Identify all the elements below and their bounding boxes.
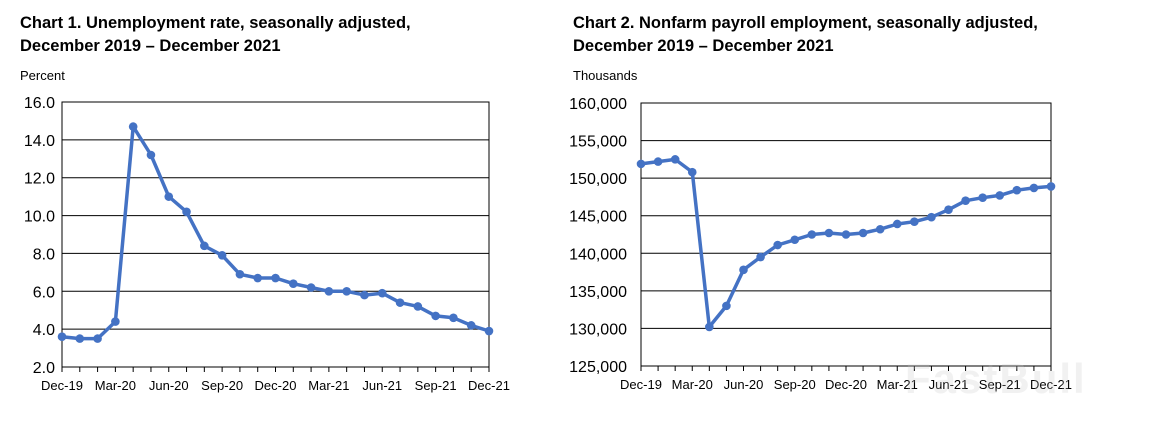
chart1-data-point bbox=[431, 311, 440, 321]
chart1-data-point bbox=[306, 283, 316, 292]
chart2-ytick-label: 160,000 bbox=[569, 96, 627, 113]
chart1-ytick-label: 4.0 bbox=[33, 322, 55, 339]
chart2-ytick-label: 140,000 bbox=[569, 246, 627, 263]
chart2-ytick-label: 135,000 bbox=[569, 284, 627, 301]
chart1-data-point bbox=[235, 269, 245, 279]
chart1-title: Chart 1. Unemployment rate, seasonally a… bbox=[20, 12, 411, 58]
chart2-data-point bbox=[1046, 182, 1056, 191]
chart1-data-point bbox=[128, 122, 138, 131]
chart2-data-point bbox=[927, 212, 936, 222]
chart1-data-point bbox=[324, 286, 334, 296]
chart1-data-point bbox=[217, 251, 227, 260]
chart1-ytick-label: 6.0 bbox=[33, 284, 55, 301]
chart1-plot-area bbox=[61, 101, 490, 368]
chart1-data-point bbox=[200, 241, 209, 251]
chart1-data-point bbox=[342, 286, 351, 296]
chart2-data-point bbox=[790, 235, 800, 245]
chart1-ytick-label: 14.0 bbox=[24, 133, 55, 150]
chart1-data-point bbox=[449, 313, 458, 323]
chart1-xtick-label: Dec-21 bbox=[468, 378, 510, 393]
chart2-xtick-label: Sep-20 bbox=[774, 377, 816, 392]
chart1-xtick-label: Jun-20 bbox=[149, 378, 189, 393]
chart1-xtick-label: Dec-20 bbox=[255, 378, 297, 393]
chart2-data-point bbox=[705, 322, 714, 332]
chart2-xtick-label: Jun-21 bbox=[929, 377, 969, 392]
chart2-data-point bbox=[636, 159, 646, 169]
chart1-ylabel: Percent bbox=[20, 68, 65, 83]
chart1-ytick-label: 10.0 bbox=[24, 209, 55, 226]
chart2-data-point bbox=[773, 240, 782, 250]
chart1-ytick-label: 2.0 bbox=[33, 360, 55, 377]
chart2-data-point bbox=[858, 228, 868, 238]
chart2-data-point bbox=[824, 228, 834, 238]
chart1-data-point bbox=[395, 298, 405, 307]
chart1-data-point bbox=[111, 317, 120, 326]
chart2-data-point bbox=[961, 196, 970, 205]
chart2-data-point bbox=[944, 205, 953, 215]
chart1-data-point bbox=[377, 288, 387, 298]
chart1-data-point bbox=[146, 150, 156, 160]
chart2-ylabel: Thousands bbox=[573, 68, 638, 83]
chart2-data-point bbox=[687, 167, 697, 177]
chart2-ytick-label: 155,000 bbox=[569, 134, 627, 151]
chart1-ytick-label: 12.0 bbox=[24, 171, 55, 188]
chart2-xtick-label: Mar-21 bbox=[877, 377, 918, 392]
chart1-title-line1: Chart 1. Unemployment rate, seasonally a… bbox=[20, 14, 411, 32]
chart2-ytick-label: 130,000 bbox=[569, 321, 627, 338]
chart1-subtitle: December 2019 – December 2021 bbox=[20, 37, 281, 55]
chart2-xtick-label: Dec-20 bbox=[825, 377, 867, 392]
chart1-ytick-label: 8.0 bbox=[33, 246, 55, 263]
chart2-ytick-label: 125,000 bbox=[569, 359, 627, 376]
chart1-data-point bbox=[182, 207, 191, 217]
chart1-data-point bbox=[57, 332, 67, 342]
chart2-data-point bbox=[892, 219, 902, 229]
chart2-data-point bbox=[995, 191, 1005, 200]
chart2-data-point bbox=[807, 230, 817, 239]
chart1-data-point bbox=[484, 326, 494, 336]
chart2-data-point bbox=[756, 252, 765, 262]
chart1-xtick-label: Mar-20 bbox=[95, 378, 136, 393]
chart2-data-point bbox=[653, 157, 663, 166]
chart1-data-point bbox=[253, 273, 263, 283]
chart1-xtick-label: Dec-19 bbox=[41, 378, 83, 393]
chart2-data-point bbox=[841, 230, 851, 239]
chart2-data-point bbox=[910, 217, 919, 227]
chart2-ytick-label: 150,000 bbox=[569, 171, 627, 188]
chart1-xtick-label: Jun-21 bbox=[362, 378, 402, 393]
chart1-data-point bbox=[164, 192, 174, 201]
chart2-data-point bbox=[1029, 183, 1039, 193]
chart1-xtick-label: Sep-21 bbox=[415, 378, 457, 393]
chart1-data-point bbox=[466, 321, 476, 330]
chart2-xtick-label: Mar-20 bbox=[672, 377, 713, 392]
chart2-data-point bbox=[739, 265, 748, 275]
chart2-xtick-label: Jun-20 bbox=[724, 377, 764, 392]
chart1-data-point bbox=[288, 279, 298, 289]
chart1-data-point bbox=[271, 273, 280, 283]
watermark-logo: FastBull bbox=[905, 355, 1087, 402]
chart1-ytick-label: 16.0 bbox=[24, 95, 55, 112]
chart1-xtick-label: Mar-21 bbox=[308, 378, 349, 393]
chart2-ytick-label: 145,000 bbox=[569, 209, 627, 226]
chart1-data-point bbox=[413, 302, 423, 311]
chart2-data-point bbox=[1012, 185, 1022, 195]
chart2-subtitle: December 2019 – December 2021 bbox=[573, 37, 834, 55]
chart2-data-point bbox=[722, 301, 731, 311]
chart2-xtick-label: Dec-21 bbox=[1030, 377, 1072, 392]
chart1-data-point bbox=[75, 334, 85, 343]
chart2-title: Chart 2. Nonfarm payroll employment, sea… bbox=[573, 12, 1038, 58]
chart2-data-point bbox=[978, 193, 987, 202]
chart2-xtick-label: Sep-21 bbox=[979, 377, 1021, 392]
chart2-data-point bbox=[670, 155, 680, 164]
chart1-data-point bbox=[360, 290, 369, 300]
chart1-xtick-label: Sep-20 bbox=[201, 378, 243, 393]
chart1-data-point bbox=[93, 334, 102, 343]
chart2-data-point bbox=[875, 224, 885, 234]
chart2-title-line1: Chart 2. Nonfarm payroll employment, sea… bbox=[573, 14, 1038, 32]
chart2-xtick-label: Dec-19 bbox=[620, 377, 662, 392]
